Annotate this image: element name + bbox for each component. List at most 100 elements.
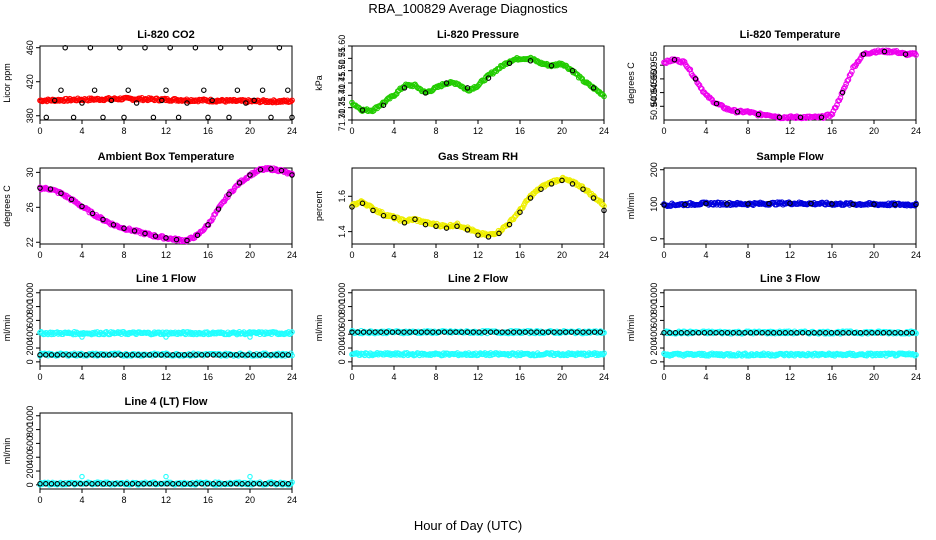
panel-title: Gas Stream RH xyxy=(438,151,518,163)
series-1-min-ambient xyxy=(37,165,295,245)
data-point xyxy=(493,329,500,335)
y-tick-label: 800 xyxy=(337,299,347,314)
y-axis-label: degrees C xyxy=(626,62,636,104)
x-tick-label: 0 xyxy=(349,126,354,136)
data-point xyxy=(227,352,234,358)
data-point xyxy=(684,330,690,336)
data-point xyxy=(193,352,199,358)
data-point xyxy=(719,330,725,336)
y-tick-label: 0 xyxy=(25,482,35,487)
data-point xyxy=(575,183,582,189)
data-point xyxy=(534,329,540,335)
series-10-min-temperature xyxy=(671,48,909,121)
data-point xyxy=(832,104,839,111)
data-point xyxy=(724,201,730,207)
data-point xyxy=(776,330,783,336)
data-point xyxy=(506,60,513,67)
data-point xyxy=(496,230,502,237)
data-point xyxy=(671,56,678,63)
series-spikes xyxy=(79,334,253,340)
data-point xyxy=(860,51,867,57)
data-point xyxy=(910,351,917,358)
data-point xyxy=(401,85,408,91)
y-tick-label: 71.50 xyxy=(337,59,347,82)
y-tick-label: 420 xyxy=(25,74,35,89)
data-point xyxy=(164,481,170,487)
series-10-min-co2 xyxy=(43,44,295,121)
data-point xyxy=(245,352,251,358)
data-point xyxy=(903,330,910,336)
data-point xyxy=(724,330,731,336)
x-tick-label: 16 xyxy=(203,250,213,260)
data-point xyxy=(574,329,580,335)
data-point xyxy=(729,201,736,208)
data-point xyxy=(100,114,106,121)
data-point xyxy=(239,352,245,358)
plot-frame xyxy=(663,45,917,121)
data-point xyxy=(184,237,190,244)
data-point xyxy=(288,330,294,336)
data-point xyxy=(501,61,508,67)
data-point xyxy=(522,329,529,335)
x-tick-label: 12 xyxy=(161,495,171,505)
data-point xyxy=(43,114,50,121)
data-point xyxy=(259,87,266,93)
data-point xyxy=(51,97,58,104)
x-tick-label: 12 xyxy=(785,126,795,136)
panel-title: Line 4 (LT) Flow xyxy=(125,396,208,408)
data-point xyxy=(851,330,858,336)
x-tick-label: 4 xyxy=(79,495,84,505)
data-point xyxy=(204,481,211,487)
data-point xyxy=(58,87,64,93)
data-point xyxy=(913,52,919,58)
x-tick-label: 4 xyxy=(391,250,396,260)
y-axis-label: ml/min xyxy=(314,315,324,342)
data-point xyxy=(83,481,89,487)
y-tick-label: 600 xyxy=(337,313,347,328)
data-point xyxy=(110,222,117,228)
series-spikes xyxy=(79,473,253,480)
data-point xyxy=(58,190,64,197)
panel-title: Li-820 CO2 xyxy=(137,29,194,41)
data-point xyxy=(787,200,793,206)
data-point xyxy=(187,352,193,358)
data-point xyxy=(243,100,249,106)
data-point xyxy=(902,51,909,57)
data-point xyxy=(192,44,199,51)
data-point xyxy=(210,352,217,358)
data-point xyxy=(146,481,153,487)
data-point xyxy=(796,199,803,206)
data-point xyxy=(869,330,875,336)
x-tick-label: 16 xyxy=(515,372,525,382)
data-point xyxy=(880,330,887,336)
series-1-min-upper-flow xyxy=(37,329,295,338)
data-point xyxy=(239,481,245,487)
data-point xyxy=(256,481,263,487)
data-point xyxy=(913,352,919,358)
data-point xyxy=(682,201,688,208)
data-point xyxy=(227,481,234,487)
y-axis-label: Licor ppm xyxy=(2,63,12,103)
data-point xyxy=(811,330,817,336)
data-point xyxy=(274,481,280,487)
y-tick-label: 380 xyxy=(25,108,35,123)
data-point xyxy=(822,330,829,336)
data-point xyxy=(506,221,513,228)
data-point xyxy=(539,329,546,335)
data-point xyxy=(175,352,182,358)
data-point xyxy=(95,214,102,220)
x-tick-label: 4 xyxy=(391,126,396,136)
x-tick-label: 16 xyxy=(827,126,837,136)
data-point xyxy=(383,329,390,335)
x-tick-label: 8 xyxy=(433,126,438,136)
data-point xyxy=(586,329,592,335)
y-tick-label: 0 xyxy=(337,359,347,364)
x-tick-label: 12 xyxy=(473,372,483,382)
x-tick-label: 16 xyxy=(203,372,213,382)
data-point xyxy=(106,481,113,487)
data-point xyxy=(829,201,835,207)
data-point xyxy=(495,227,502,234)
data-point xyxy=(230,187,237,194)
data-point xyxy=(580,186,586,192)
data-point xyxy=(817,330,823,336)
